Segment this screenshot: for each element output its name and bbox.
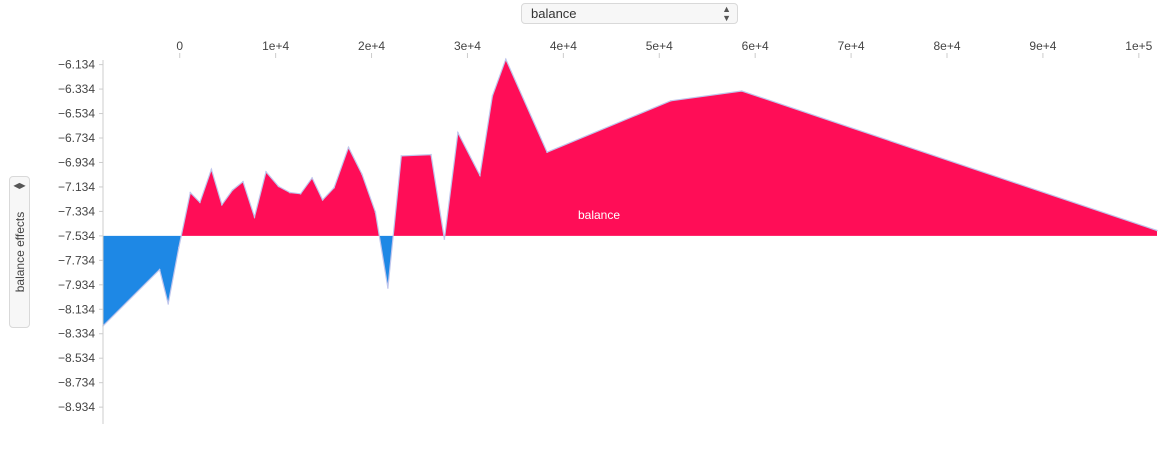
caret-up-icon: ▲ [722,3,731,14]
data-point [491,95,494,97]
y-tick-label: −6.534 [58,107,95,121]
data-point [670,100,672,102]
data-point [321,199,324,201]
x-feature-select-value: balance [531,6,577,21]
data-point [361,173,363,175]
x-tick-label: 4e+4 [550,39,577,53]
x-tick-label: 2e+4 [358,39,385,53]
data-point [231,189,234,191]
axes-layer: −6.134 −6.334 −6.534 −6.734 −6.934 −7.134 −7.3… [58,39,1153,424]
data-point [400,155,403,157]
data-point [546,151,548,153]
x-tick-label: 1e+5 [1125,39,1152,53]
data-point [299,193,302,195]
data-point [457,131,459,134]
data-point [277,185,280,188]
data-point [430,153,432,156]
x-tick-label: 9e+4 [1029,39,1056,53]
data-point [387,287,389,289]
y-tick-label: −8.734 [58,376,95,390]
select-leftright-icon: ◀▶ [13,181,26,190]
data-point [311,177,313,179]
y-tick-label: −6.934 [58,155,95,169]
series-label: balance [578,208,620,222]
positive-effect-area [444,59,1157,236]
data-point [221,204,223,206]
y-tick-label: −8.134 [58,302,95,316]
data-point [167,303,169,305]
x-tick-label: 1e+4 [262,39,289,53]
x-tick-label: 0 [176,39,183,53]
data-point [199,201,201,204]
data-point [374,211,377,213]
y-tick-label: −8.934 [58,400,95,414]
x-feature-select[interactable]: balance ▲ ▼ [521,3,738,24]
negative-effect-area [379,235,394,288]
caret-down-icon: ▼ [722,12,731,23]
y-tick-label: −6.134 [58,58,95,72]
y-effect-select[interactable]: ◀▶ balance effects [9,176,30,328]
data-point [265,171,267,173]
y-tick-label: −7.334 [58,204,95,218]
y-tick-label: −6.734 [58,131,95,145]
positive-effect-area [393,154,444,236]
data-point [333,186,335,189]
data-point [443,238,446,240]
data-point [741,90,743,92]
data-point [289,191,291,194]
data-point [189,191,192,194]
y-tick-label: −7.934 [58,278,95,292]
negative-effect-area [103,235,182,326]
y-tick-label: −7.534 [58,229,95,243]
y-tick-label: −6.334 [58,82,95,96]
x-tick-label: 5e+4 [646,39,673,53]
data-point [210,168,213,171]
y-tick-label: −8.334 [58,327,95,341]
positive-effect-area [181,147,380,236]
x-tick-label: 7e+4 [838,39,865,53]
x-tick-label: 8e+4 [933,39,960,53]
data-point [178,246,180,249]
data-point [505,58,507,60]
area-layer [102,57,1158,327]
y-tick-label: −8.534 [58,351,95,365]
label-layer: balance [578,208,620,222]
x-tick-label: 6e+4 [742,39,769,53]
data-point [1156,229,1158,232]
data-point [253,216,256,218]
data-point [347,146,350,149]
data-point [242,180,244,183]
select-updown-icon: ▲ ▼ [722,4,731,23]
x-tick-label: 3e+4 [454,39,481,53]
y-tick-label: −7.734 [58,253,95,267]
data-point [158,268,161,271]
data-point [479,174,481,177]
y-tick-label: −7.134 [58,180,95,194]
